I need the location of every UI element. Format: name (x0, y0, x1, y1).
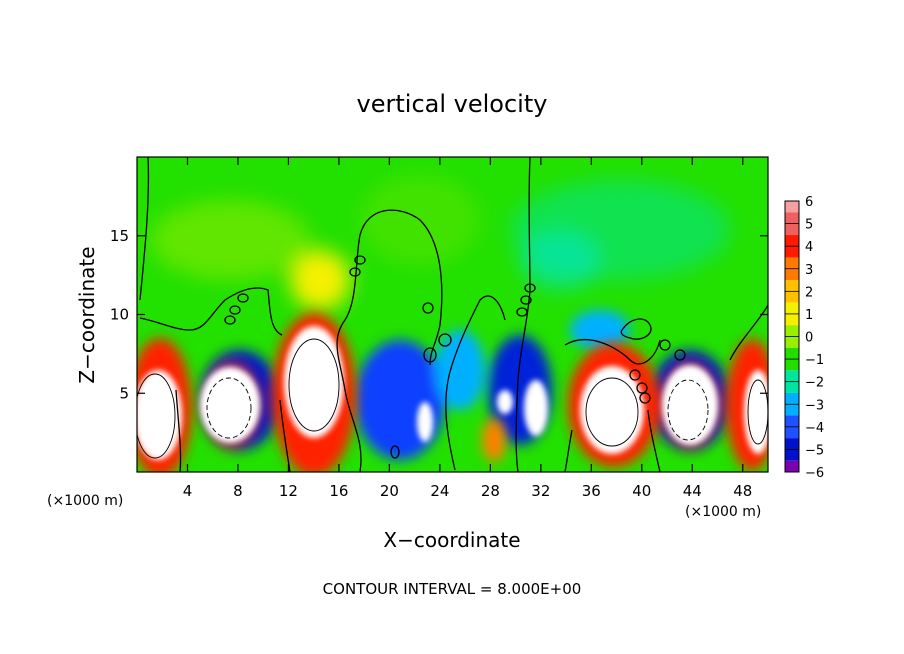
colorbar-label: 0 (805, 331, 813, 346)
contour-lines (137, 157, 768, 472)
colorbar-swatch (785, 223, 799, 235)
colorbar-swatch (785, 347, 799, 360)
colorbar-label: 3 (805, 263, 813, 278)
colorbar-label: −6 (805, 466, 824, 481)
colorbar-swatch (785, 212, 799, 224)
colorbar-label: 2 (805, 285, 813, 300)
colorbar-swatch (785, 313, 799, 326)
colorbar-swatch (785, 280, 799, 292)
contour-interval-footer: CONTOUR INTERVAL = 8.000E+00 (323, 580, 582, 598)
colorbar: 6 5 4 3 2 1 0 −1 −2 −3 −4 −5 −6 (784, 195, 824, 481)
colorbar-swatch (785, 426, 799, 439)
x-tick-label: 20 (380, 482, 399, 500)
x-tick-label: 28 (481, 482, 500, 500)
colorbar-swatch (785, 302, 799, 314)
x-tick-label: 24 (430, 482, 449, 500)
colorbar-label: 5 (805, 218, 813, 233)
x-axis: 4 8 12 16 20 24 28 32 36 40 44 48 (183, 157, 752, 500)
colorbar-label: −1 (805, 353, 824, 368)
y-tick-label: 10 (110, 306, 129, 324)
colorbar-swatch (785, 246, 799, 258)
x-tick-label: 16 (329, 482, 348, 500)
colorbar-swatch (785, 257, 799, 269)
colorbar-swatch (785, 201, 799, 213)
x-unit-label-left: (×1000 m) (47, 493, 123, 509)
colorbar-swatch (785, 234, 799, 247)
colorbar-swatch (785, 449, 799, 461)
colorbar-label: −4 (805, 421, 824, 436)
colorbar-swatch (785, 325, 799, 337)
velocity-field (137, 157, 768, 472)
colorbar-swatch (785, 291, 799, 303)
colorbar-swatch (785, 438, 799, 450)
colorbar-label: 6 (805, 195, 813, 210)
colorbar-label: −2 (805, 376, 824, 391)
y-tick-label: 5 (119, 384, 129, 402)
y-tick-label: 15 (110, 227, 129, 245)
colorbar-swatch (785, 381, 799, 393)
colorbar-swatch (785, 268, 799, 281)
x-tick-label: 12 (279, 482, 298, 500)
x-axis-label: X−coordinate (383, 528, 520, 552)
colorbar-swatch (785, 370, 799, 382)
colorbar-label: −3 (805, 398, 824, 413)
colorbar-swatch (785, 460, 799, 472)
colorbar-swatch (785, 392, 799, 405)
x-tick-label: 40 (632, 482, 651, 500)
x-tick-label: 44 (683, 482, 702, 500)
y-axis: 5 10 15 (110, 227, 768, 402)
y-axis-label: Z−coordinate (75, 246, 99, 383)
x-tick-label: 4 (183, 482, 193, 500)
colorbar-label: 1 (805, 308, 813, 323)
x-tick-label: 48 (733, 482, 752, 500)
x-tick-label: 32 (531, 482, 550, 500)
colorbar-swatch (785, 359, 799, 371)
colorbar-label: 4 (805, 240, 813, 255)
chart-title: vertical velocity (357, 90, 548, 118)
colorbar-swatch (785, 404, 799, 416)
colorbar-label: −5 (805, 443, 824, 458)
x-tick-label: 8 (233, 482, 243, 500)
x-unit-label-right: (×1000 m) (685, 504, 761, 520)
colorbar-swatch (785, 336, 799, 348)
colorbar-swatch (785, 415, 799, 427)
x-tick-label: 36 (582, 482, 601, 500)
